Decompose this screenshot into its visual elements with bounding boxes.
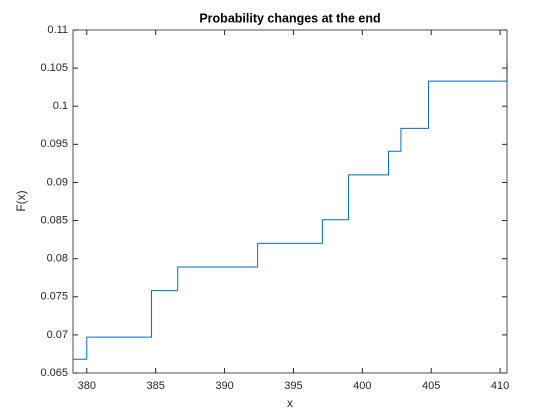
y-tick-label: 0.065 xyxy=(40,367,68,379)
x-tick-label: 400 xyxy=(353,380,371,392)
x-tick-label: 395 xyxy=(284,380,302,392)
y-tick-label: 0.08 xyxy=(47,253,68,265)
y-tick-label: 0.075 xyxy=(40,291,68,303)
y-tick-label: 0.085 xyxy=(40,214,68,226)
x-tick-label: 380 xyxy=(78,380,96,392)
axes-box xyxy=(72,29,508,374)
x-tick-label: 385 xyxy=(146,380,164,392)
step-line xyxy=(73,62,508,360)
x-tick-label: 390 xyxy=(215,380,233,392)
x-tick-label: 405 xyxy=(422,380,440,392)
y-tick-label: 0.1 xyxy=(53,100,68,112)
y-tick-label: 0.105 xyxy=(40,62,68,74)
y-tick-label: 0.11 xyxy=(47,24,68,36)
chart-title: Probability changes at the end xyxy=(199,11,380,25)
y-tick-label: 0.07 xyxy=(47,329,68,341)
y-axis-label: F(x) xyxy=(14,190,28,211)
y-tick-label: 0.095 xyxy=(40,138,68,150)
x-axis-label: x xyxy=(287,396,293,410)
x-tick-label: 410 xyxy=(491,380,509,392)
y-tick-label: 0.09 xyxy=(47,176,68,188)
